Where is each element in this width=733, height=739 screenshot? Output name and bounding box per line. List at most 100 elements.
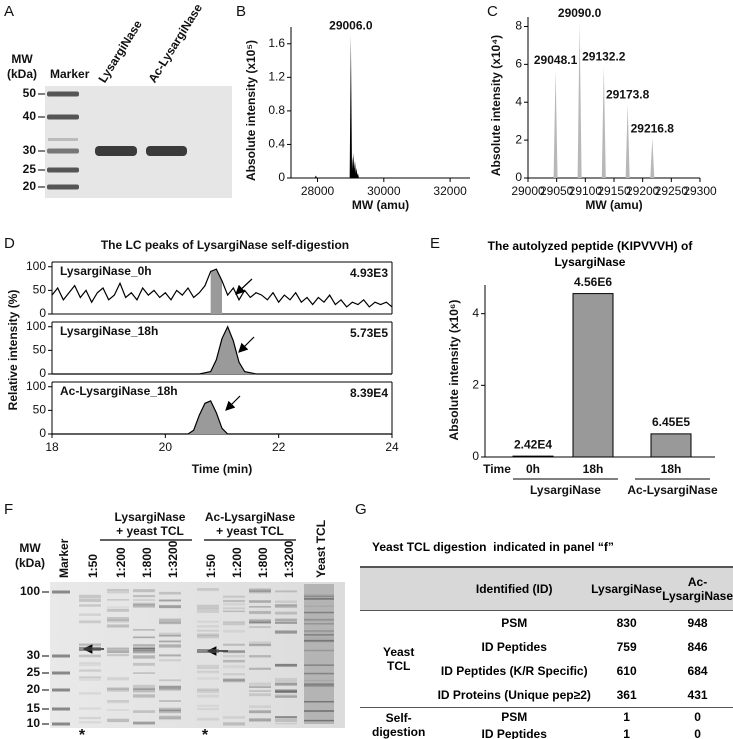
group-label: + yeast TCL	[216, 524, 284, 538]
gel-band	[79, 721, 101, 724]
gel-band	[304, 649, 334, 652]
gel-band	[197, 620, 219, 623]
gel-band	[133, 649, 155, 654]
gel-band	[159, 685, 181, 689]
gel-band	[159, 634, 181, 637]
peak-label: 29132.2	[582, 49, 626, 63]
gel-band	[133, 647, 155, 652]
gel-band	[197, 633, 219, 636]
gel-band	[249, 606, 271, 608]
table-cell: 684	[687, 664, 708, 678]
y-tick-label: 50	[33, 283, 47, 297]
gel-band	[249, 590, 271, 594]
gel-band	[79, 613, 101, 616]
group-label: Yeast TCL	[382, 645, 415, 673]
gel-band	[249, 641, 271, 645]
y-tick-label: 4	[515, 94, 522, 108]
x-tick-label: 29300	[683, 184, 717, 198]
gel-band	[133, 689, 155, 693]
gel-band	[223, 622, 245, 626]
gel-band	[223, 716, 245, 719]
gel-band	[197, 588, 219, 592]
gel-band	[249, 600, 271, 603]
gel-band	[107, 700, 129, 702]
table-row: ID Proteins (Unique pep≥2) 361 431	[360, 683, 733, 708]
gel-band	[79, 676, 101, 678]
group-label: Ac-LysargiNase	[205, 510, 296, 524]
gel-band	[223, 629, 245, 633]
gel-band	[107, 677, 129, 681]
gel-band	[304, 584, 334, 724]
arrows	[82, 278, 296, 656]
gel-band	[275, 680, 297, 684]
y-tick-label: 4	[472, 306, 479, 320]
value-label: 2.42E4	[514, 437, 552, 451]
gel-band	[159, 715, 181, 719]
gel-band	[223, 673, 245, 676]
x-tick-label: 18h	[583, 462, 604, 476]
x-tick-label: 24	[385, 440, 399, 454]
asterisk: *	[202, 727, 209, 739]
gel-band	[79, 594, 101, 599]
gel-band	[79, 620, 101, 624]
gel-band	[304, 719, 334, 722]
gel-band	[159, 618, 181, 621]
gel-band	[79, 716, 101, 720]
gel-band	[47, 167, 79, 173]
gel-band	[223, 610, 245, 613]
y-tick-label: 1.6	[268, 36, 285, 50]
gel-band	[133, 604, 155, 608]
lane-label: Marker	[50, 67, 90, 81]
gel-band	[197, 707, 219, 711]
gel-band	[133, 599, 155, 601]
gel-band	[275, 694, 297, 698]
gel-band	[197, 607, 219, 610]
lane-label: 1:800	[256, 547, 270, 578]
gel-band	[133, 721, 155, 725]
gel-band	[304, 622, 334, 624]
lane-label: 1:50	[86, 554, 100, 578]
group-label: LysargiNase	[115, 510, 186, 524]
table-row: Self-digestion PSM 1 0	[360, 707, 733, 739]
gel-band	[249, 710, 271, 714]
gel-band	[159, 632, 181, 635]
gel-band	[197, 717, 219, 721]
gel-band	[107, 687, 129, 690]
peak-label: 29048.1	[534, 53, 578, 67]
mw-label: MW	[11, 52, 33, 66]
gel-band	[249, 655, 271, 658]
gel-band	[304, 594, 334, 597]
x-tick-label: 18h	[661, 462, 682, 476]
gel-band	[197, 629, 219, 632]
gel-band	[304, 683, 334, 685]
lane-label: Yeast TCL	[314, 520, 328, 578]
x-tick-label: 29200	[626, 184, 660, 198]
y-axis-title: Absolute intensity (x10⁶)	[447, 300, 461, 441]
y-tick-label: 2	[472, 378, 479, 392]
gel-band	[159, 710, 181, 714]
gel-band	[249, 643, 271, 647]
gel-band	[79, 643, 101, 647]
gel-band	[223, 600, 245, 603]
gel-band	[159, 717, 181, 721]
y-tick-label: 100	[26, 259, 46, 273]
peak	[601, 66, 606, 178]
y-axis-title: Absolute intensity (x10⁴)	[489, 35, 503, 176]
mw-marker: 15	[27, 701, 41, 715]
gel-band	[47, 91, 79, 97]
trace-name: LysargiNase_0h	[60, 264, 152, 278]
lane-label: 1:3200	[166, 540, 180, 578]
y-tick-label: 0.8	[268, 103, 285, 117]
gel-band	[107, 688, 129, 692]
panel-label: F	[4, 501, 13, 518]
gel-band	[52, 671, 70, 675]
gel-band	[79, 692, 101, 695]
gel-band	[223, 680, 245, 683]
gel-band	[79, 663, 101, 667]
gel-band	[107, 588, 129, 592]
mw-marker: 40	[23, 109, 37, 123]
table-row: ID Peptides 759 846	[360, 635, 733, 659]
gel-band	[304, 605, 334, 607]
gel-band	[133, 672, 155, 674]
